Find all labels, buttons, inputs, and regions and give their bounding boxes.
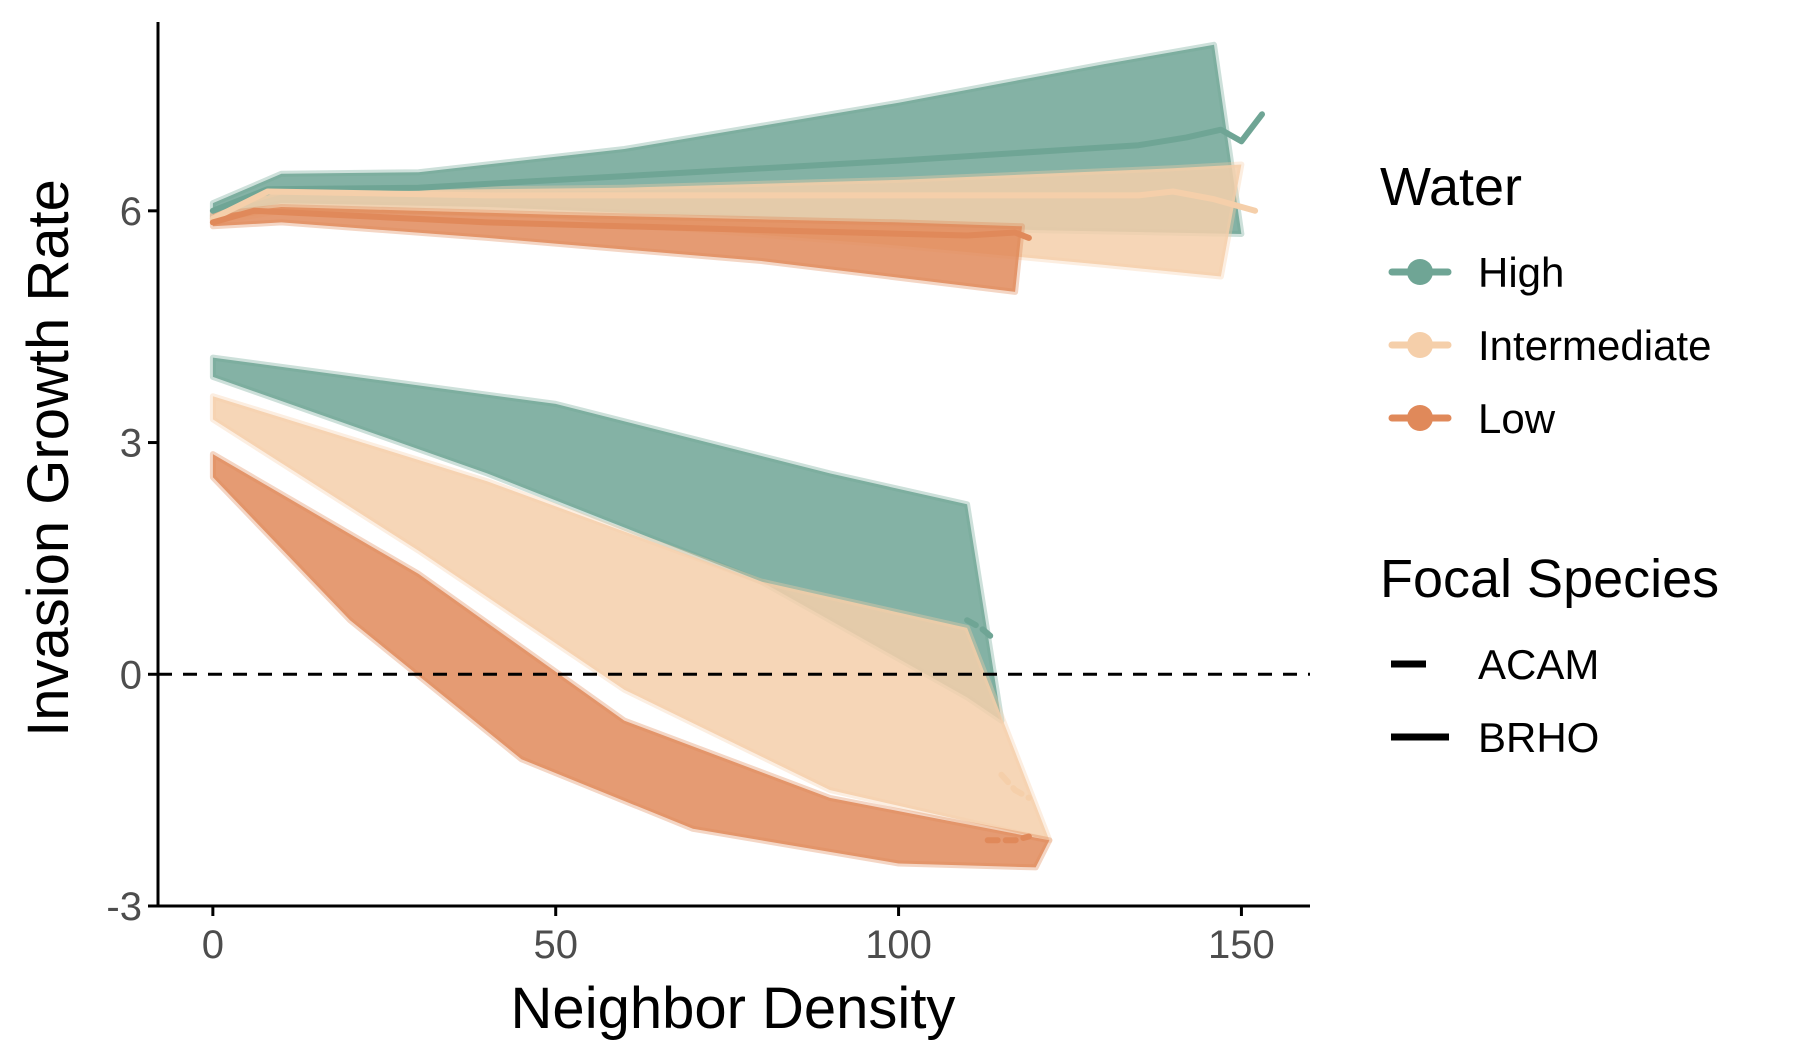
legend-label-intermediate: Intermediate: [1478, 322, 1711, 369]
mean-line-high-acam: [964, 617, 998, 643]
legend-water-title: Water: [1380, 157, 1522, 217]
plot-area: [158, 41, 1310, 871]
x-tick-label: 50: [533, 923, 578, 967]
legend-water-keys: High Intermediate Low: [1388, 249, 1711, 442]
legend-focal-species-title: Focal Species: [1380, 549, 1719, 609]
legend-label-brho: BRHO: [1478, 714, 1599, 761]
y-ticks: -3 0 3 6: [106, 190, 158, 929]
band-low-brho: [209, 204, 1025, 295]
y-tick-label: 0: [120, 653, 142, 697]
x-ticks: 0 50 100 150: [202, 906, 1275, 967]
x-tick-label: 150: [1208, 923, 1275, 967]
mean-line-low-acam: [984, 833, 1032, 844]
band-intermediate-acam: [209, 393, 1053, 844]
legend-key-high: High: [1388, 249, 1564, 296]
mean-lines: [209, 111, 1265, 844]
mean-line-low-brho: [209, 207, 1032, 241]
legend-label-low: Low: [1478, 395, 1556, 442]
x-axis-title: Neighbor Density: [511, 976, 956, 1041]
legend-key-acam: ACAM: [1391, 641, 1599, 688]
mean-line-intermediate-acam: [998, 771, 1032, 801]
legend-key-low: Low: [1388, 395, 1556, 442]
legend-species-keys: ACAM BRHO: [1391, 641, 1599, 761]
x-tick-label: 100: [865, 923, 932, 967]
y-tick-label: 6: [120, 190, 142, 234]
y-axis-title: Invasion Growth Rate: [16, 179, 81, 737]
band-low-acam: [209, 451, 1053, 871]
x-tick-label: 0: [202, 923, 224, 967]
y-tick-label: 3: [120, 422, 142, 466]
legend-key-brho: BRHO: [1391, 714, 1599, 761]
axes: 0 50 100 150 -3 0 3 6 Neighbor Density Invasio…: [16, 22, 1310, 1041]
legend-key-intermediate: Intermediate: [1388, 322, 1711, 369]
legend-label-acam: ACAM: [1478, 641, 1599, 688]
mean-line-high-brho: [209, 111, 1265, 214]
mean-line-intermediate-brho: [209, 188, 1259, 222]
y-tick-label: -3: [106, 885, 142, 929]
legend-label-high: High: [1478, 249, 1564, 296]
